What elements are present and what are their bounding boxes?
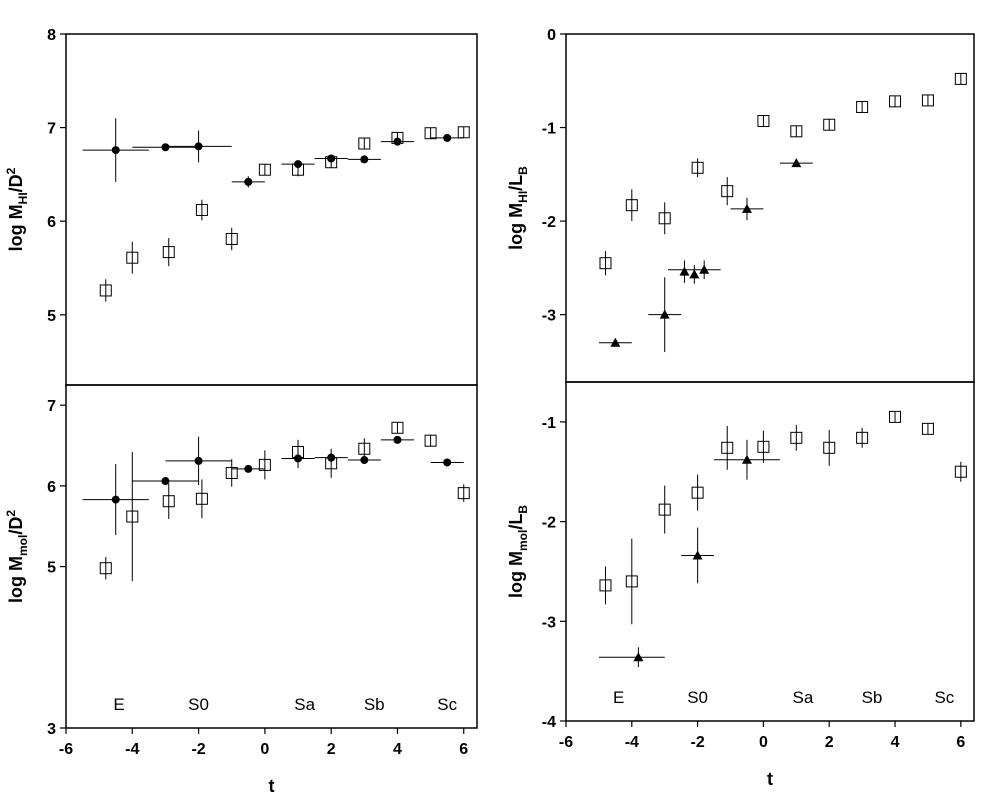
x-tick-label: -2 xyxy=(191,741,205,758)
x-tick-label: 6 xyxy=(956,734,965,751)
x-axis-title: t xyxy=(269,776,275,796)
data-point-circle xyxy=(294,160,303,169)
x-tick-label: -6 xyxy=(559,734,573,751)
morph-type-label: E xyxy=(613,688,624,707)
data-point-triangle xyxy=(791,158,802,168)
morph-type-label: Sb xyxy=(364,695,385,714)
data-point-circle xyxy=(111,146,120,155)
data-point-circle xyxy=(393,435,402,444)
y-axis-title-part: B xyxy=(516,505,530,514)
y-axis-title-part: mol xyxy=(16,535,30,556)
y-tick-label: -2 xyxy=(542,515,556,532)
panel-top-left: 5 6 7 8 log MHI/D2 xyxy=(4,27,478,386)
data-point-circle xyxy=(443,133,452,142)
panel-frame xyxy=(65,384,478,729)
y-axis-title: log Mmol/D2 xyxy=(4,510,30,603)
morph-type-label: S0 xyxy=(188,695,209,714)
y-tick-label: 3 xyxy=(47,721,56,738)
y-tick-label: -3 xyxy=(542,614,556,631)
x-tick-label: 0 xyxy=(759,734,768,751)
data-point-circle xyxy=(360,456,369,465)
x-tick-label: 4 xyxy=(891,734,900,751)
x-tick-label: 2 xyxy=(825,734,834,751)
y-axis-title-part: B xyxy=(516,166,530,175)
data-point-circle xyxy=(327,453,336,462)
data-point-circle xyxy=(443,458,452,467)
data-point-triangle xyxy=(699,264,710,274)
x-tick-label: 0 xyxy=(260,741,269,758)
data-point-circle xyxy=(111,495,120,504)
y-tick-label: -1 xyxy=(542,415,556,432)
y-tick-label: 6 xyxy=(47,214,56,231)
data-point-triangle xyxy=(679,266,690,276)
y-axis-title-part: log M xyxy=(506,551,526,598)
x-tick-label: -6 xyxy=(59,741,73,758)
data-point-triangle xyxy=(689,269,700,279)
y-tick-label: 7 xyxy=(47,121,56,138)
data-point-triangle xyxy=(659,309,670,319)
y-tick-label: 5 xyxy=(47,308,56,325)
morph-type-label: Sb xyxy=(862,688,883,707)
data-point-triangle xyxy=(741,203,752,213)
morph-type-label: Sc xyxy=(437,695,457,714)
data-point-triangle xyxy=(741,454,752,464)
y-axis-title-part: /D xyxy=(6,517,26,535)
panel-top-right: -3 -2 -1 0 log MHI/LB xyxy=(506,27,975,383)
morph-type-label: Sa xyxy=(294,695,315,714)
x-tick-label: 2 xyxy=(327,741,336,758)
x-tick-label: -4 xyxy=(125,741,139,758)
morph-type-label: S0 xyxy=(687,688,708,707)
y-tick-label: -1 xyxy=(542,121,556,138)
x-tick-label: -4 xyxy=(625,734,639,751)
y-axis-title: log Mmol/LB xyxy=(506,505,530,598)
panel-frame xyxy=(65,33,478,386)
y-tick-label: 5 xyxy=(47,560,56,577)
data-point-circle xyxy=(327,154,336,163)
y-axis-title-part: /D xyxy=(6,174,26,192)
y-axis-title-part: /L xyxy=(506,514,526,530)
data-point-circle xyxy=(161,143,170,152)
data-point-circle xyxy=(244,177,253,186)
data-point-circle xyxy=(194,142,203,151)
y-axis-title-part: 2 xyxy=(4,167,18,174)
panel-frame xyxy=(565,381,975,722)
data-point-circle xyxy=(194,456,203,465)
y-axis-title-part: log M xyxy=(6,556,26,603)
y-axis-title-part: log M xyxy=(6,204,26,251)
y-axis-title: log MHI/D2 xyxy=(4,167,30,251)
y-axis-title-part: log M xyxy=(506,203,526,250)
y-axis-title-part: HI xyxy=(516,191,530,203)
data-point-circle xyxy=(393,137,402,146)
y-axis-title-part: HI xyxy=(16,192,30,204)
y-axis-title-part: mol xyxy=(516,530,530,551)
data-point-triangle xyxy=(610,337,621,347)
y-tick-label: -3 xyxy=(542,308,556,325)
y-tick-label: 8 xyxy=(47,27,56,44)
y-axis-title-part: 2 xyxy=(4,510,18,517)
x-tick-label: 4 xyxy=(393,741,402,758)
y-axis-title: log MHI/LB xyxy=(506,166,530,250)
y-tick-label: -2 xyxy=(542,214,556,231)
data-point-circle xyxy=(294,454,303,463)
x-axis-title: t xyxy=(767,769,773,789)
morph-type-label: Sa xyxy=(793,688,814,707)
morph-type-label: Sc xyxy=(934,688,954,707)
x-tick-label: 6 xyxy=(459,741,468,758)
data-point-circle xyxy=(244,464,253,473)
x-tick-label: -2 xyxy=(690,734,704,751)
data-point-triangle xyxy=(692,550,703,560)
y-tick-label: 7 xyxy=(47,398,56,415)
data-point-triangle xyxy=(633,652,644,662)
y-axis-title-part: /L xyxy=(506,175,526,191)
y-tick-label: -4 xyxy=(542,714,556,731)
y-tick-label: 0 xyxy=(547,27,556,44)
data-point-circle xyxy=(161,477,170,486)
data-point-circle xyxy=(360,155,369,164)
morph-type-label: E xyxy=(113,695,124,714)
y-tick-label: 6 xyxy=(47,479,56,496)
